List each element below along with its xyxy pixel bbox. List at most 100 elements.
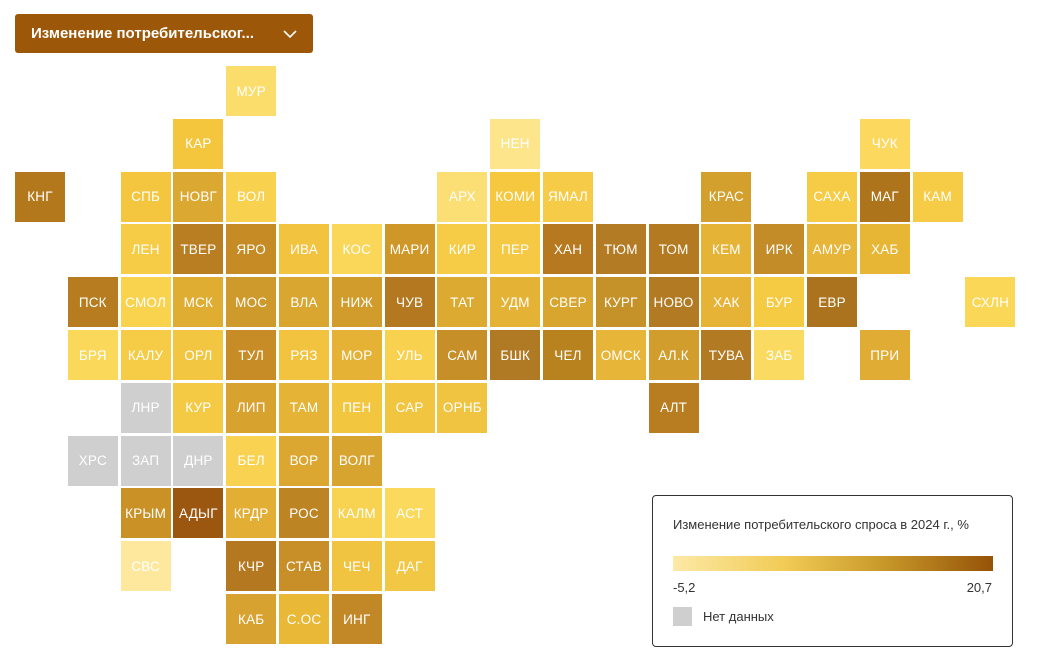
- region-tile[interactable]: КОМИ: [490, 171, 541, 222]
- region-tile[interactable]: УДМ: [490, 277, 541, 328]
- region-tile[interactable]: ИРК: [754, 224, 805, 275]
- region-tile[interactable]: ВОЛГ: [331, 435, 382, 486]
- region-tile[interactable]: ТЮМ: [595, 224, 646, 275]
- region-tile[interactable]: ОРЛ: [173, 330, 224, 380]
- region-tile[interactable]: КИР: [437, 224, 488, 275]
- region-tile[interactable]: КЕМ: [701, 224, 752, 275]
- region-tile[interactable]: ПСК: [67, 277, 118, 328]
- region-tile[interactable]: ЧЕЧ: [331, 541, 382, 592]
- region-tile[interactable]: ТОМ: [648, 224, 699, 275]
- region-tile[interactable]: САХА: [807, 171, 857, 222]
- region-tile[interactable]: ВОЛ: [226, 171, 277, 222]
- region-tile[interactable]: ОРНБ: [437, 382, 488, 433]
- region-tile[interactable]: ЧУК: [859, 118, 910, 169]
- region-tile[interactable]: КРЫМ: [120, 488, 171, 539]
- region-tile[interactable]: СВС: [120, 541, 171, 592]
- region-tile[interactable]: МСК: [173, 277, 224, 328]
- region-tile[interactable]: СМОЛ: [120, 277, 171, 328]
- legend-no-data-label: Нет данных: [703, 609, 774, 624]
- region-tile[interactable]: МОР: [331, 330, 382, 380]
- region-tile[interactable]: ЛЕН: [120, 224, 171, 275]
- region-tile[interactable]: КАР: [173, 118, 224, 169]
- region-tile[interactable]: НОВО: [648, 277, 699, 328]
- region-tile[interactable]: ЯМАЛ: [543, 171, 593, 222]
- region-tile[interactable]: МОС: [226, 277, 277, 328]
- region-tile[interactable]: ИВА: [279, 224, 329, 275]
- region-tile[interactable]: КАБ: [226, 594, 277, 644]
- region-tile[interactable]: КРДР: [226, 488, 277, 539]
- region-tile[interactable]: МАРИ: [384, 224, 435, 275]
- legend-no-data-swatch: [673, 607, 692, 626]
- region-tile[interactable]: ВЛА: [279, 277, 329, 328]
- region-tile[interactable]: ДНР: [173, 435, 224, 486]
- region-tile[interactable]: АЛ.К: [648, 330, 699, 380]
- region-tile[interactable]: СВЕР: [543, 277, 593, 328]
- legend-title: Изменение потребительского спроса в 2024…: [673, 517, 969, 532]
- region-tile[interactable]: ЧУВ: [384, 277, 435, 328]
- region-tile[interactable]: ЛИП: [226, 382, 277, 433]
- region-tile[interactable]: СХЛН: [965, 277, 1016, 328]
- region-tile[interactable]: КРАС: [701, 171, 752, 222]
- region-tile[interactable]: АДЫГ: [173, 488, 224, 539]
- region-tile[interactable]: КНГ: [15, 171, 65, 222]
- region-tile[interactable]: ПРИ: [859, 330, 910, 380]
- region-tile[interactable]: ТУВА: [701, 330, 752, 380]
- dropdown-label: Изменение потребительског...: [31, 25, 254, 42]
- region-tile[interactable]: КАМ: [912, 171, 963, 222]
- region-tile[interactable]: ХРС: [67, 435, 118, 486]
- region-tile[interactable]: ЕВР: [807, 277, 857, 328]
- region-tile[interactable]: АРХ: [437, 171, 488, 222]
- region-tile[interactable]: УЛЬ: [384, 330, 435, 380]
- region-tile[interactable]: ТУЛ: [226, 330, 277, 380]
- region-tile[interactable]: МАГ: [859, 171, 910, 222]
- chevron-down-icon: [283, 29, 297, 38]
- region-tile[interactable]: ЗАП: [120, 435, 171, 486]
- region-tile[interactable]: РЯЗ: [279, 330, 329, 380]
- region-tile[interactable]: ЛНР: [120, 382, 171, 433]
- region-tile[interactable]: ЗАБ: [754, 330, 805, 380]
- region-tile[interactable]: ХАН: [543, 224, 593, 275]
- region-tile[interactable]: БРЯ: [67, 330, 118, 380]
- legend: Изменение потребительского спроса в 2024…: [652, 495, 1013, 647]
- region-tile[interactable]: НОВГ: [173, 171, 224, 222]
- region-tile[interactable]: БЕЛ: [226, 435, 277, 486]
- region-tile[interactable]: ВОР: [279, 435, 329, 486]
- region-tile[interactable]: КАЛУ: [120, 330, 171, 380]
- region-tile[interactable]: ИНГ: [331, 594, 382, 644]
- region-tile[interactable]: ОМСК: [595, 330, 646, 380]
- region-tile[interactable]: НИЖ: [331, 277, 382, 328]
- region-tile[interactable]: КУРГ: [595, 277, 646, 328]
- region-tile[interactable]: ХАК: [701, 277, 752, 328]
- region-tile[interactable]: САМ: [437, 330, 488, 380]
- region-tile[interactable]: БШК: [490, 330, 541, 380]
- region-tile[interactable]: ДАГ: [384, 541, 435, 592]
- region-tile[interactable]: АСТ: [384, 488, 435, 539]
- region-tile[interactable]: МУР: [226, 66, 277, 116]
- region-tile[interactable]: ПЕН: [331, 382, 382, 433]
- indicator-dropdown[interactable]: Изменение потребительског...: [15, 14, 313, 53]
- region-tile[interactable]: СТАВ: [279, 541, 329, 592]
- region-tile[interactable]: ПЕР: [490, 224, 541, 275]
- legend-max-value: 20,7: [966, 580, 992, 595]
- region-tile[interactable]: АЛТ: [648, 382, 699, 433]
- region-tile[interactable]: СПБ: [120, 171, 171, 222]
- region-tile[interactable]: ЧЕЛ: [543, 330, 593, 380]
- region-tile[interactable]: С.ОС: [279, 594, 329, 644]
- region-tile[interactable]: ЯРО: [226, 224, 277, 275]
- region-tile[interactable]: КАЛМ: [331, 488, 382, 539]
- region-tile[interactable]: ХАБ: [859, 224, 910, 275]
- region-tile[interactable]: САР: [384, 382, 435, 433]
- region-tile[interactable]: РОС: [279, 488, 329, 539]
- region-tile[interactable]: КУР: [173, 382, 224, 433]
- region-tile[interactable]: ТВЕР: [173, 224, 224, 275]
- region-tile[interactable]: ТАМ: [279, 382, 329, 433]
- region-tile[interactable]: КЧР: [226, 541, 277, 592]
- region-tile[interactable]: ТАТ: [437, 277, 488, 328]
- legend-gradient-bar: [673, 556, 993, 571]
- region-tile[interactable]: БУР: [754, 277, 805, 328]
- legend-min-value: -5,2: [673, 580, 696, 595]
- region-tile[interactable]: АМУР: [807, 224, 857, 275]
- region-tile[interactable]: КОС: [331, 224, 382, 275]
- region-tile[interactable]: НЕН: [490, 118, 541, 169]
